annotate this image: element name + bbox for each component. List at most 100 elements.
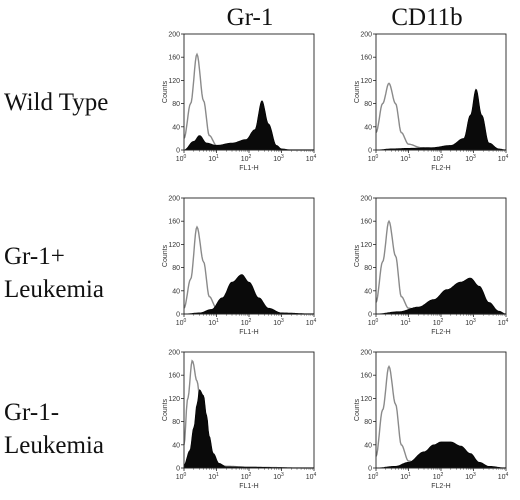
y-axis-label: Counts (354, 80, 361, 103)
plot-frame (375, 33, 507, 151)
y-axis-label: Counts (354, 398, 361, 421)
y-tick-label: 160 (168, 373, 180, 380)
x-tick-label: 102 (433, 472, 444, 481)
x-tick-label: 102 (241, 154, 252, 163)
row-label-gr1-positive-leukemia: Gr-1+ Leukemia (4, 240, 104, 306)
y-tick-label: 0 (368, 312, 372, 319)
y-tick-label: 200 (360, 350, 372, 357)
x-tick-label: 102 (241, 472, 252, 481)
x-tick-label: 100 (176, 472, 187, 481)
x-axis-label: FL2-H (431, 165, 450, 172)
row-label-wild-type: Wild Type (4, 86, 108, 119)
stained-histogram (183, 389, 314, 469)
x-axis-label: FL1-H (239, 165, 258, 172)
y-tick-label: 40 (364, 442, 372, 449)
row-label-line: Leukemia (4, 276, 104, 303)
y-axis-label: Counts (162, 398, 169, 421)
y-tick-label: 120 (168, 242, 180, 249)
x-tick-label: 104 (306, 472, 317, 481)
x-tick-label: 101 (400, 318, 411, 327)
x-tick-label: 104 (498, 154, 509, 163)
x-tick-label: 104 (306, 318, 317, 327)
y-tick-label: 120 (360, 78, 372, 85)
x-tick-label: 103 (465, 154, 476, 163)
y-tick-label: 80 (172, 419, 180, 426)
stained-histogram (376, 88, 506, 151)
histogram-gr1neg-gr1: Counts 0 40 80 120 160 200 100 101 102 103 104 FL1-H (162, 350, 317, 491)
y-tick-label: 160 (360, 219, 372, 226)
column-header-gr1: Gr-1 (226, 4, 274, 31)
histogram-gr1pos-cd11b: Counts 0 40 80 120 160 200 100 101 102 103 104 FL2-H (354, 196, 509, 337)
x-tick-label: 100 (176, 154, 187, 163)
stained-histogram (184, 274, 314, 315)
y-tick-label: 0 (176, 466, 180, 473)
x-axis-label: FL1-H (239, 329, 258, 336)
x-axis-label: FL2-H (431, 329, 450, 336)
x-tick-label: 104 (498, 472, 509, 481)
x-tick-label: 102 (433, 318, 444, 327)
x-tick-label: 102 (241, 318, 252, 327)
y-tick-label: 200 (360, 32, 372, 39)
x-axis-label: FL2-H (431, 483, 450, 490)
y-axis-label: Counts (162, 244, 169, 267)
x-tick-label: 101 (208, 318, 219, 327)
x-tick-label: 100 (176, 318, 187, 327)
row-label-gr1-negative-leukemia: Gr-1- Leukemia (4, 396, 104, 462)
y-tick-label: 160 (360, 373, 372, 380)
y-tick-label: 120 (360, 242, 372, 249)
y-tick-label: 0 (176, 148, 180, 155)
x-tick-label: 103 (465, 318, 476, 327)
row-label-line: Gr-1+ (4, 243, 65, 270)
row-label-line: Gr-1- (4, 399, 60, 426)
y-tick-label: 160 (168, 55, 180, 62)
control-histogram (183, 52, 314, 151)
x-tick-label: 104 (306, 154, 317, 163)
y-tick-label: 0 (176, 312, 180, 319)
y-tick-label: 120 (168, 396, 180, 403)
stained-histogram (376, 277, 507, 315)
x-tick-label: 101 (208, 154, 219, 163)
y-tick-label: 40 (172, 442, 180, 449)
histogram-gr1neg-cd11b: Counts 0 40 80 120 160 200 100 101 102 103 104 FL2-H (354, 350, 509, 491)
x-tick-label: 100 (368, 472, 379, 481)
y-tick-label: 40 (364, 288, 372, 295)
y-tick-label: 120 (360, 396, 372, 403)
row-label-line: Wild Type (4, 89, 109, 116)
y-tick-label: 80 (364, 265, 372, 272)
plot-frame (375, 351, 507, 469)
x-tick-label: 103 (273, 472, 284, 481)
y-tick-label: 80 (172, 101, 180, 108)
histogram-gr1pos-gr1: Counts 0 40 80 120 160 200 100 101 102 103 104 FL1-H (162, 196, 317, 337)
y-tick-label: 200 (168, 196, 180, 203)
y-tick-label: 80 (364, 419, 372, 426)
plot-frame (375, 197, 507, 315)
x-tick-label: 101 (208, 472, 219, 481)
x-tick-label: 103 (273, 318, 284, 327)
y-tick-label: 200 (168, 350, 180, 357)
plot-frame (183, 197, 315, 315)
y-tick-label: 160 (168, 219, 180, 226)
y-tick-label: 0 (368, 148, 372, 155)
y-tick-label: 200 (360, 196, 372, 203)
y-tick-label: 40 (172, 288, 180, 295)
x-tick-label: 101 (400, 154, 411, 163)
x-tick-label: 100 (368, 154, 379, 163)
x-tick-label: 102 (433, 154, 444, 163)
x-tick-label: 100 (368, 318, 379, 327)
y-axis-label: Counts (354, 244, 361, 267)
x-tick-label: 103 (273, 154, 284, 163)
y-tick-label: 40 (172, 124, 180, 131)
y-tick-label: 0 (368, 466, 372, 473)
y-tick-label: 80 (172, 265, 180, 272)
row-label-line: Leukemia (4, 432, 104, 459)
stained-histogram (376, 441, 506, 469)
x-tick-label: 104 (498, 318, 509, 327)
y-tick-label: 120 (168, 78, 180, 85)
plot-frame (183, 351, 315, 469)
stained-histogram (183, 100, 314, 151)
x-axis-label: FL1-H (239, 483, 258, 490)
histogram-wildtype-gr1: Counts 0 40 80 120 160 200 100 101 102 103 104 FL1-H (162, 32, 317, 173)
y-tick-label: 200 (168, 32, 180, 39)
x-tick-label: 103 (465, 472, 476, 481)
y-tick-label: 40 (364, 124, 372, 131)
